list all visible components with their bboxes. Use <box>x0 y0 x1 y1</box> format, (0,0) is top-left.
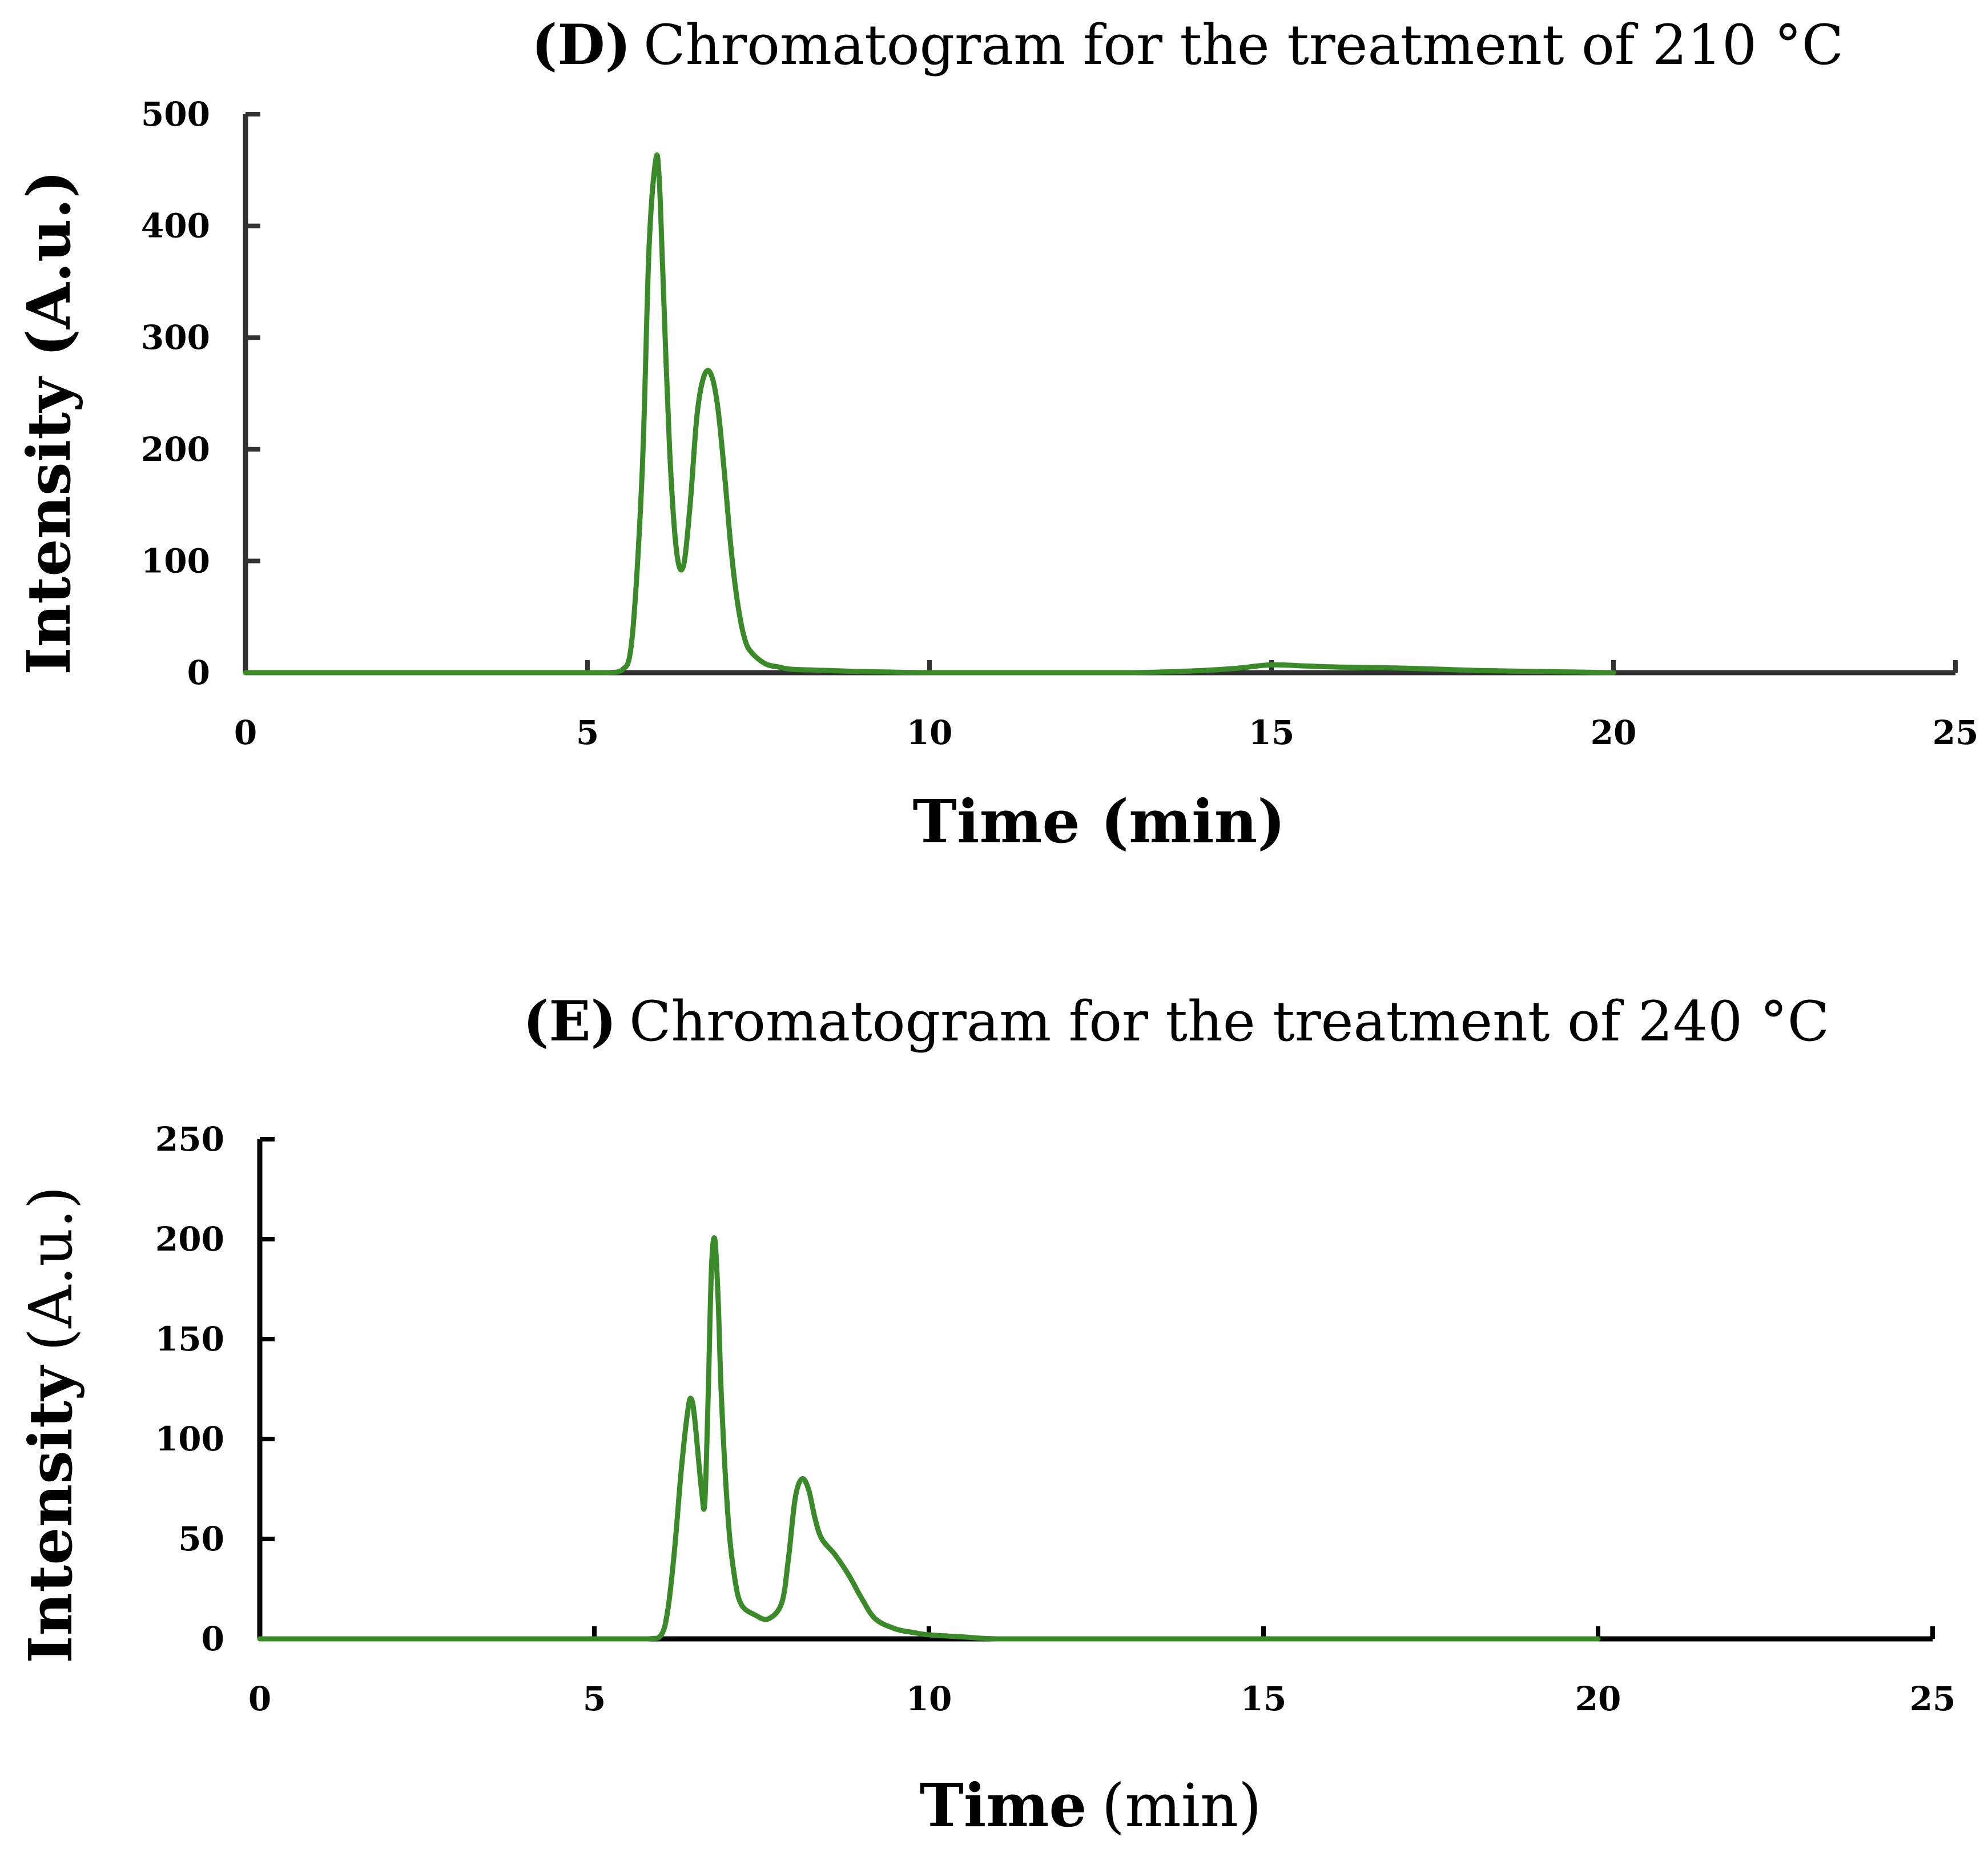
y-axis-title-rest-e: (A.u.) <box>16 1186 86 1351</box>
x-tick-label-d-4: 20 <box>1591 713 1637 752</box>
y-tick-label-e-0: 0 <box>202 1619 224 1658</box>
y-tick-label-e-4: 200 <box>155 1220 224 1259</box>
y-tick-label-d-0: 0 <box>187 653 210 692</box>
series-line-d <box>243 152 1616 676</box>
y-axis-title-d: Intensity (A.u.) <box>14 170 84 675</box>
chart-title-d: (D) Chromatogram for the treatment of 210… <box>532 13 1844 77</box>
x-axis-title-rest-e: (min) <box>1102 1771 1262 1840</box>
y-tick-label-d-3: 300 <box>141 318 210 357</box>
x-axis-title-e: Time (min) <box>919 1770 1261 1840</box>
x-tick-label-e-1: 5 <box>583 1679 606 1718</box>
x-tick-label-d-1: 5 <box>576 713 599 752</box>
chart-title-prefix-d: (D) <box>532 13 631 77</box>
y-axis-title-bold-e: Intensity <box>15 1365 86 1663</box>
y-axis-title-e: Intensity (A.u.) <box>15 1186 86 1663</box>
x-tick-label-e-4: 20 <box>1575 1679 1621 1718</box>
x-tick-label-d-3: 15 <box>1249 713 1295 752</box>
chart-title-prefix-e: (E) <box>523 989 617 1054</box>
x-tick-label-d-5: 25 <box>1933 713 1979 752</box>
y-tick-label-d-4: 400 <box>141 207 210 246</box>
y-axis-ticks-e: 0 50 100 150 200 250 <box>155 1120 275 1658</box>
y-tick-label-e-5: 250 <box>155 1120 224 1159</box>
y-tick-label-e-1: 50 <box>178 1520 224 1558</box>
chart-panel-e: (E) Chromatogram for the treatment of 240… <box>15 989 1955 1840</box>
y-tick-label-e-3: 150 <box>155 1320 224 1358</box>
x-tick-label-e-5: 25 <box>1910 1679 1956 1718</box>
x-axis-title-bold-e: Time <box>919 1770 1086 1840</box>
series-line-e <box>257 1235 1601 1642</box>
y-tick-label-d-5: 500 <box>141 95 210 134</box>
chart-title-e: (E) Chromatogram for the treatment of 240… <box>523 989 1829 1054</box>
chart-title-text-d: Chromatogram for the treatment of 210 °C <box>643 13 1844 77</box>
chart-panel-d: (D) Chromatogram for the treatment of 210… <box>14 13 1978 857</box>
y-tick-label-e-2: 100 <box>155 1420 224 1458</box>
x-tick-label-e-3: 15 <box>1241 1679 1287 1718</box>
x-tick-label-d-2: 10 <box>907 713 953 752</box>
x-axis-title-d: Time (min) <box>913 786 1286 857</box>
y-tick-label-d-1: 100 <box>141 541 210 580</box>
chart-title-text-e: Chromatogram for the treatment of 240 °C <box>629 990 1829 1054</box>
x-tick-label-d-0: 0 <box>234 713 257 752</box>
x-tick-label-e-2: 10 <box>906 1679 952 1718</box>
y-tick-label-d-2: 200 <box>141 430 210 469</box>
x-tick-label-e-0: 0 <box>248 1679 271 1718</box>
y-axis-ticks-d: 0 100 200 300 400 500 <box>141 95 260 692</box>
